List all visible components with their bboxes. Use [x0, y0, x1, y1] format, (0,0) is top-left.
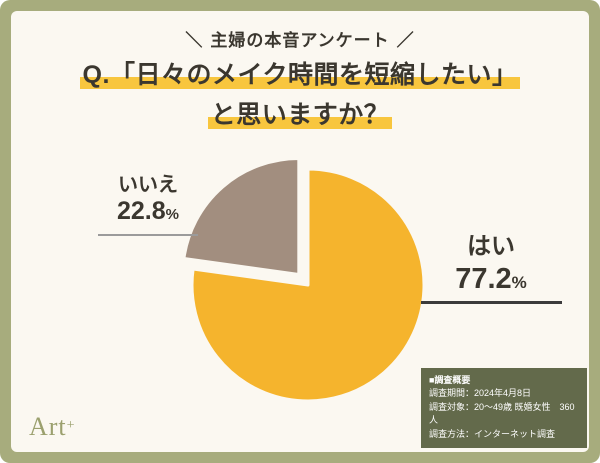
brand-logo: Art+ — [29, 412, 76, 442]
survey-info-title: ■調査概要 — [429, 374, 471, 385]
question-title: Q.「日々のメイク時間を短縮したい」 と思いますか？ — [11, 55, 589, 135]
pie-label-yes-text: はい — [467, 233, 515, 260]
pie-label-no-value: 22.8 — [116, 197, 166, 225]
pie-label-yes: はい 77.2% — [420, 233, 562, 296]
pie-label-no-unit: % — [165, 206, 179, 223]
infographic-card: ＼ 主婦の本音アンケート／ Q.「日々のメイク時間を短縮したい」 と思いますか？ … — [11, 11, 589, 452]
right-slash-mark: ／ — [396, 31, 415, 50]
survey-info-subjects: 調査対象：20〜49歳 既婚女性 360人 — [429, 401, 575, 426]
header-title: 主婦の本音アンケート — [210, 31, 390, 50]
survey-info-period: 調査期間：2024年4月8日 — [429, 388, 532, 398]
pie-label-no: いいえ 22.8% — [96, 174, 200, 226]
pie-slice-yes — [190, 167, 426, 403]
header-banner: ＼ 主婦の本音アンケート ／ — [11, 26, 589, 51]
question-line-1: Q.「日々のメイク時間を短縮したい」 — [11, 55, 589, 95]
left-slash-mark: ＼ — [185, 31, 204, 50]
pie-chart-svg — [182, 156, 426, 403]
pie-label-yes-unit: % — [511, 272, 527, 292]
survey-info-method: 調査方法：インターネット調査 — [429, 428, 556, 439]
brand-logo-plus: + — [66, 418, 76, 433]
pie-label-no-text: いいえ — [118, 174, 178, 196]
pie-label-yes-value: 77.2 — [455, 262, 512, 295]
brand-logo-text: Art — [29, 412, 67, 441]
pie-slice-no — [182, 156, 301, 276]
leader-line-no — [98, 234, 198, 236]
leader-line-yes — [421, 301, 562, 304]
question-line-2: と思いますか？ — [11, 95, 589, 135]
survey-info-box: ■調査概要 調査期間：2024年4月8日 調査対象：20〜49歳 既婚女性 36… — [421, 367, 587, 448]
